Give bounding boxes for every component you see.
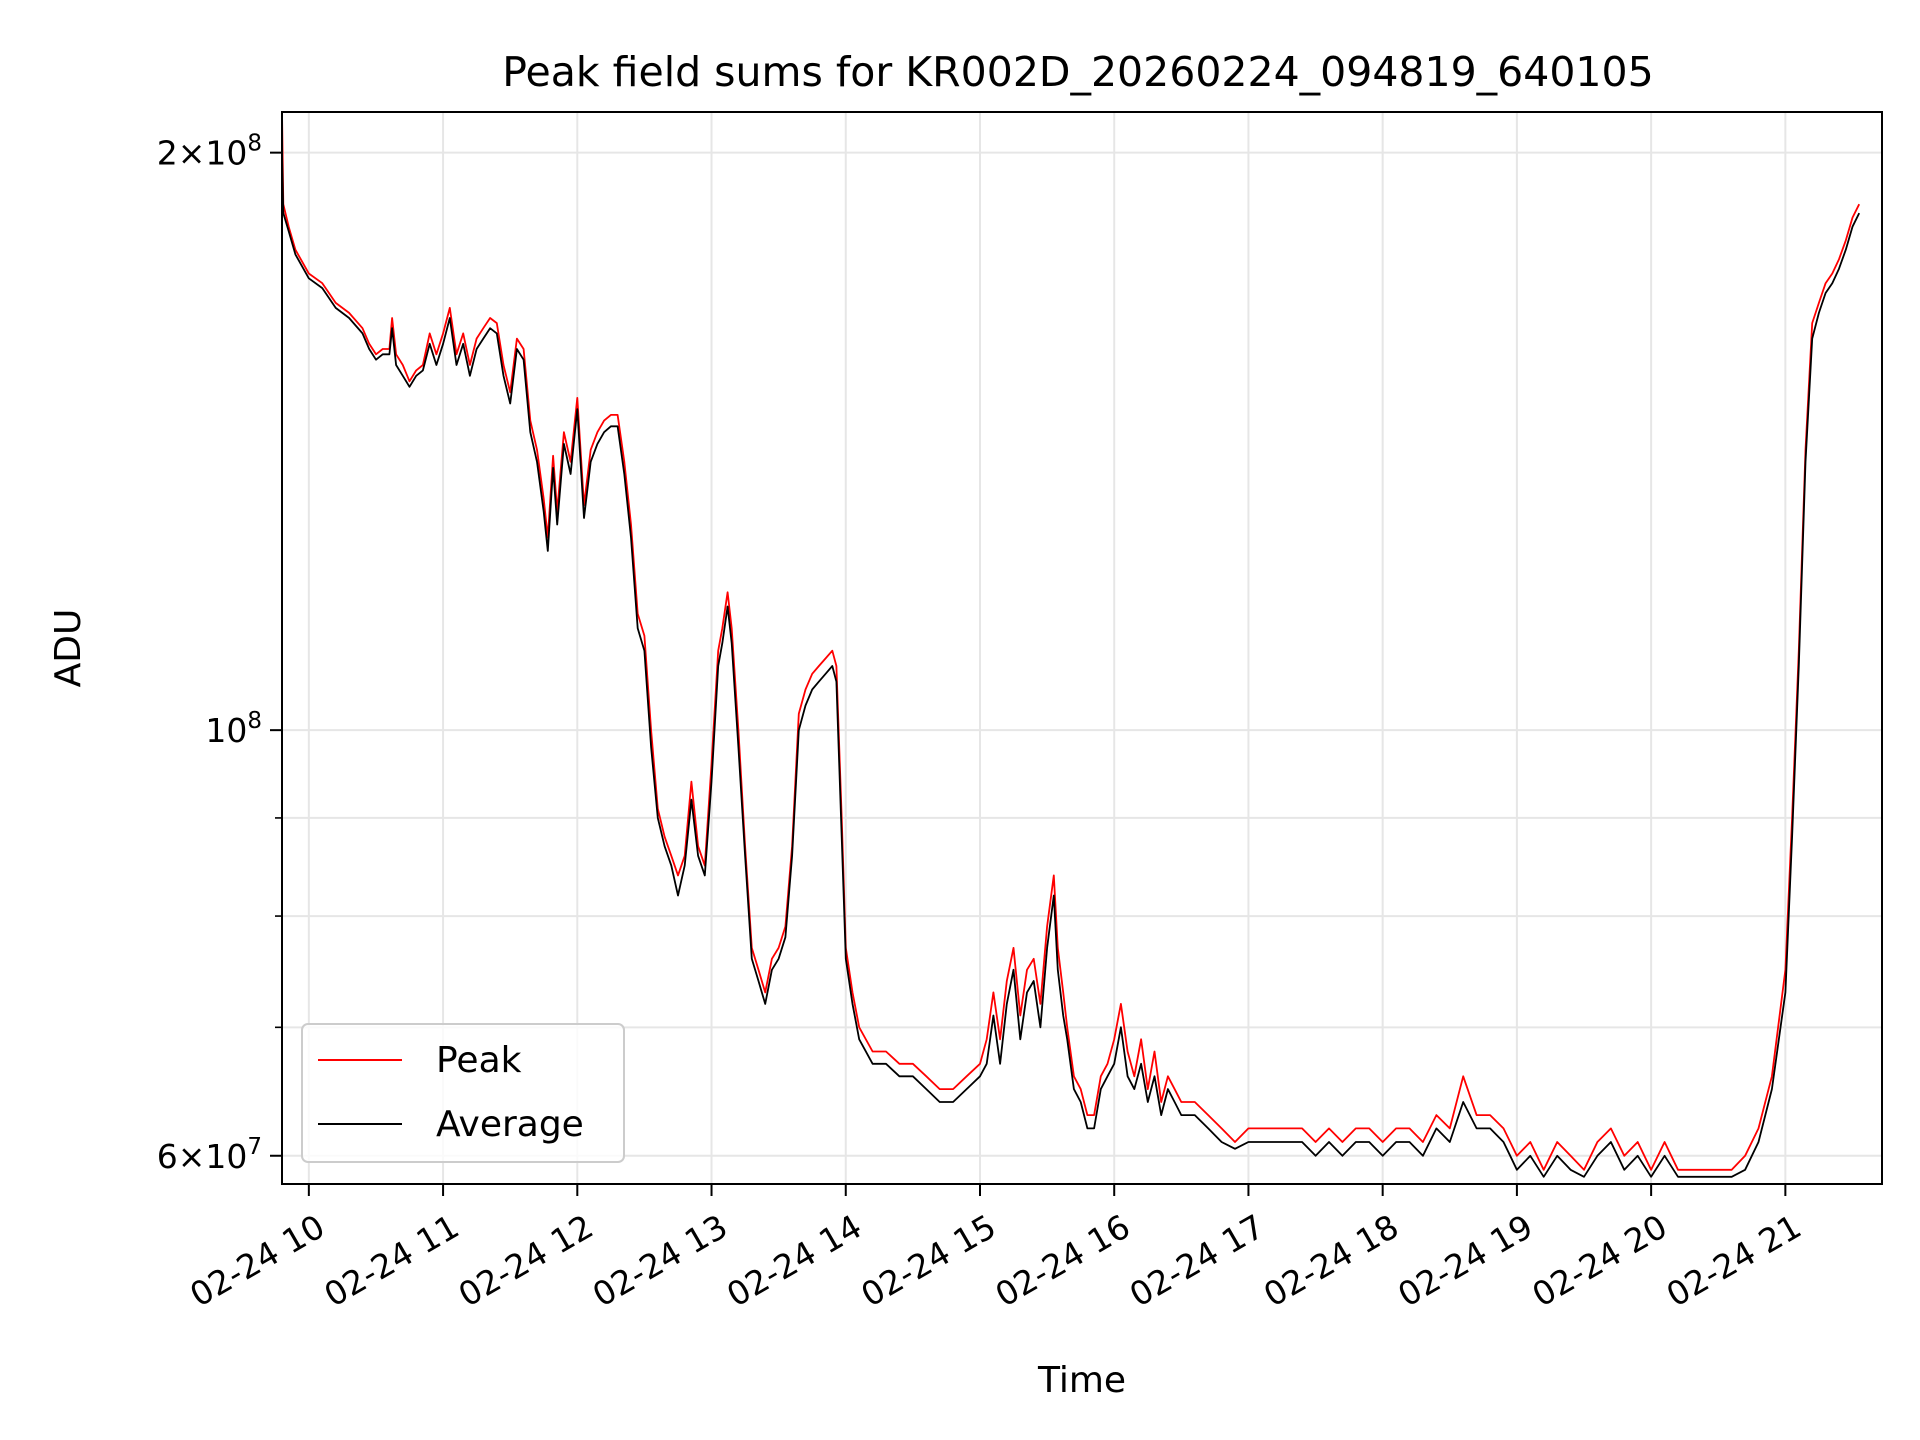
y-tick-label-base: 10	[205, 711, 247, 750]
y-tick-label: 6×107	[157, 1134, 262, 1176]
plot-frame	[281, 111, 1883, 1185]
y-axis-label: ADU	[48, 609, 89, 688]
chart-title: Peak field sums for KR002D_20260224_0948…	[502, 48, 1653, 96]
y-tick-label-base: 2×10	[157, 134, 248, 173]
series-group	[282, 112, 1861, 1178]
y-tick-label: 108	[205, 708, 262, 750]
y-tick-label: 2×108	[157, 131, 262, 173]
legend-label-peak: Peak	[436, 1040, 522, 1081]
legend-label-average: Average	[436, 1104, 584, 1145]
x-axis-label: Time	[1037, 1360, 1126, 1401]
y-tick-label-exponent: 8	[247, 708, 262, 734]
legend: Peak Average	[301, 1023, 625, 1163]
y-tick-label-base: 6×10	[157, 1137, 248, 1176]
y-tick-label-exponent: 7	[247, 1134, 262, 1160]
legend-box	[301, 1023, 625, 1163]
series-line-average	[282, 152, 1861, 1178]
y-tick-label-exponent: 8	[247, 131, 262, 157]
series-line-peak	[282, 112, 1861, 1171]
